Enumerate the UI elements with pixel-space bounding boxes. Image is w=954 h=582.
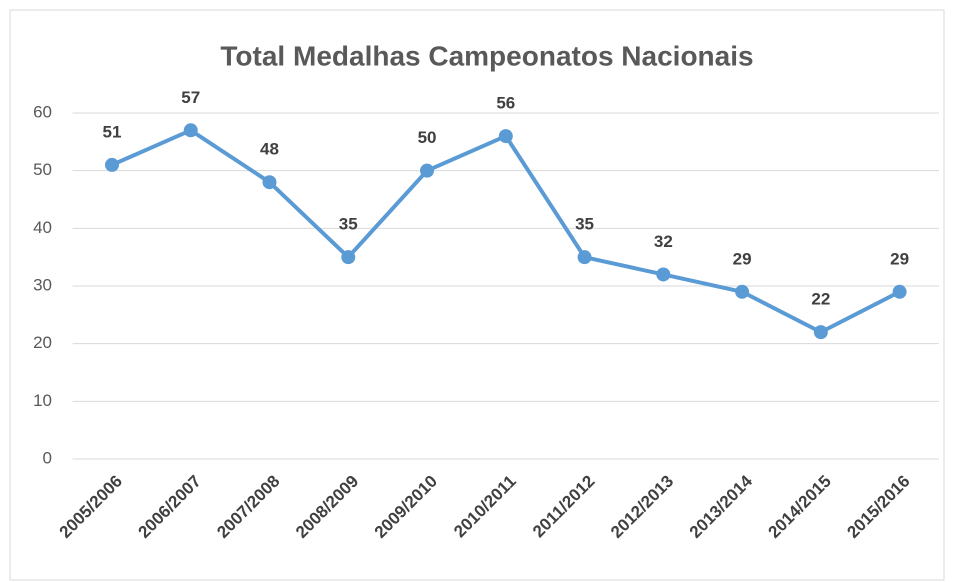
y-tick-label: 0 bbox=[43, 448, 52, 467]
y-tick-label: 10 bbox=[33, 391, 52, 410]
point bbox=[813, 325, 828, 340]
point bbox=[735, 284, 750, 299]
point bbox=[104, 157, 119, 172]
data-label: 32 bbox=[654, 232, 673, 251]
data-label: 35 bbox=[575, 215, 594, 234]
chart-title: Total Medalhas Campeonatos Nacionais bbox=[220, 40, 753, 71]
y-tick-label: 30 bbox=[33, 275, 52, 294]
data-label: 57 bbox=[181, 88, 200, 107]
data-label: 29 bbox=[733, 249, 752, 268]
data-label: 29 bbox=[890, 249, 909, 268]
data-label: 22 bbox=[811, 290, 830, 309]
y-tick-label: 50 bbox=[33, 160, 52, 179]
point bbox=[892, 284, 907, 299]
point bbox=[183, 123, 198, 138]
point bbox=[656, 267, 671, 282]
point bbox=[498, 129, 513, 144]
data-label: 51 bbox=[103, 122, 122, 141]
y-tick-label: 20 bbox=[33, 333, 52, 352]
chart-frame bbox=[9, 9, 945, 581]
y-tick-label: 40 bbox=[33, 218, 52, 237]
data-label: 50 bbox=[418, 128, 437, 147]
data-label: 35 bbox=[339, 215, 358, 234]
y-tick-label: 60 bbox=[33, 102, 52, 121]
point bbox=[420, 163, 435, 178]
data-label: 48 bbox=[260, 140, 279, 159]
point bbox=[577, 250, 592, 265]
point bbox=[262, 175, 277, 190]
data-label: 56 bbox=[496, 94, 515, 113]
point bbox=[341, 250, 356, 265]
